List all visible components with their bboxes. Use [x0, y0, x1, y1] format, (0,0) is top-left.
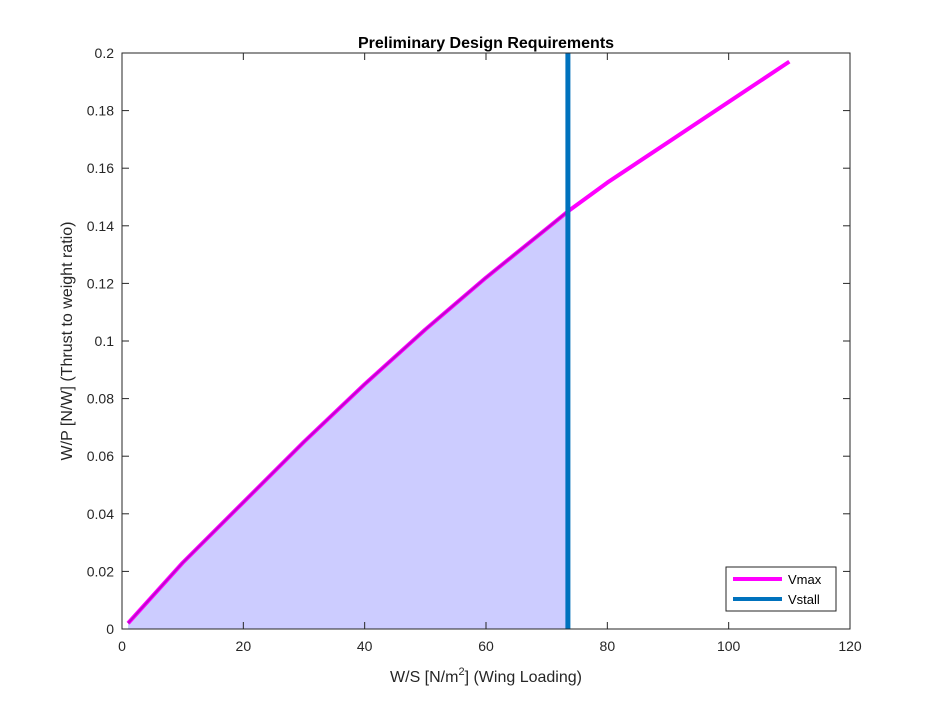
x-tick-label: 40 — [357, 638, 373, 654]
series-layer — [126, 53, 791, 629]
x-axis-label-suffix: ] (Wing Loading) — [465, 669, 582, 686]
y-tick-label: 0.18 — [87, 103, 114, 119]
feasible-region — [128, 211, 568, 629]
x-tick-label: 120 — [838, 638, 862, 654]
y-tick-label: 0.02 — [87, 563, 114, 579]
y-tick-label: 0.1 — [95, 333, 115, 349]
y-tick-label: 0.12 — [87, 275, 114, 291]
y-tick-label: 0.06 — [87, 448, 114, 464]
y-axis-ticks: 0 0.02 0.04 0.06 0.08 0.1 0.12 0.14 0.16 0.18 0.2 — [87, 45, 850, 637]
vmax-line-overlay — [127, 210, 569, 624]
y-tick-label: 0.14 — [87, 218, 114, 234]
feasible-region-layer — [128, 211, 568, 629]
x-axis-ticks: 0 20 40 60 80 100 120 — [118, 53, 862, 654]
y-tick-label: 0.08 — [87, 391, 114, 407]
chart-title: Preliminary Design Requirements — [358, 35, 614, 52]
x-axis-label: W/S [N/m2] (Wing Loading) — [390, 666, 582, 686]
x-tick-label: 20 — [236, 638, 252, 654]
x-axis-label-superscript: 2 — [458, 666, 464, 678]
legend: Vmax Vstall — [725, 566, 837, 612]
legend-box — [725, 566, 837, 612]
y-tick-label: 0.2 — [95, 45, 115, 61]
x-tick-label: 60 — [478, 638, 494, 654]
x-tick-label: 80 — [600, 638, 616, 654]
y-tick-label: 0.16 — [87, 160, 114, 176]
legend-label: Vstall — [788, 592, 820, 607]
y-tick-label: 0 — [106, 621, 114, 637]
legend-label: Vmax — [788, 572, 822, 587]
x-tick-label: 0 — [118, 638, 126, 654]
x-axis-label-prefix: W/S [N/m — [390, 669, 458, 686]
y-tick-label: 0.04 — [87, 506, 114, 522]
y-axis-label: W/P [N/W] (Thrust to weight ratio) — [59, 222, 76, 461]
x-tick-label: 100 — [717, 638, 741, 654]
